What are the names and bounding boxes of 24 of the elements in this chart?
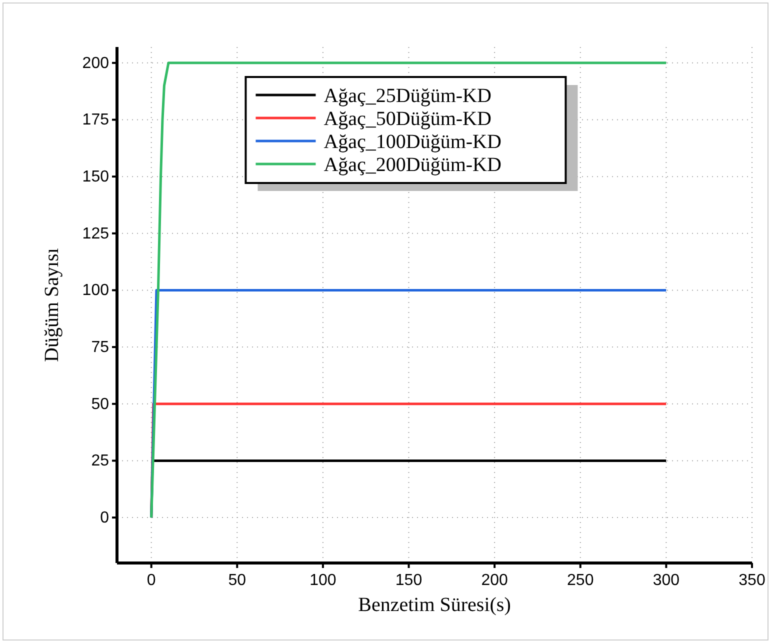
x-tick-label: 100 (310, 572, 336, 589)
x-axis-title: Benzetim Süresi(s) (358, 594, 511, 616)
y-tick-label: 125 (82, 225, 110, 242)
legend-label: Ağaç_200Düğüm-KD (324, 154, 502, 176)
y-tick-label: 150 (82, 168, 110, 186)
y-tick-label: 0 (100, 510, 110, 527)
x-tick-label: 50 (228, 572, 246, 589)
y-tick-label: 25 (91, 452, 110, 470)
legend-label: Ağaç_25Düğüm-KD (324, 85, 492, 107)
legend-label: Ağaç_100Düğüm-KD (324, 131, 502, 153)
x-tick-label: 350 (738, 572, 766, 589)
y-axis-title: Düğüm Sayısı (41, 248, 63, 362)
x-tick-label: 200 (481, 572, 508, 589)
x-tick-label: 300 (652, 572, 680, 589)
line-series (150, 62, 668, 519)
y-tick-label: 75 (91, 339, 110, 356)
y-tick-label: 200 (82, 54, 110, 72)
legend-label: Ağaç_50Düğüm-KD (324, 108, 492, 130)
y-tick-label: 50 (91, 396, 110, 413)
x-tick-label: 250 (567, 572, 594, 589)
x-tick-label: 150 (395, 572, 422, 589)
x-tick-label: 0 (146, 572, 156, 589)
y-tick-label: 100 (82, 282, 110, 300)
y-tick-label: 175 (82, 112, 110, 129)
